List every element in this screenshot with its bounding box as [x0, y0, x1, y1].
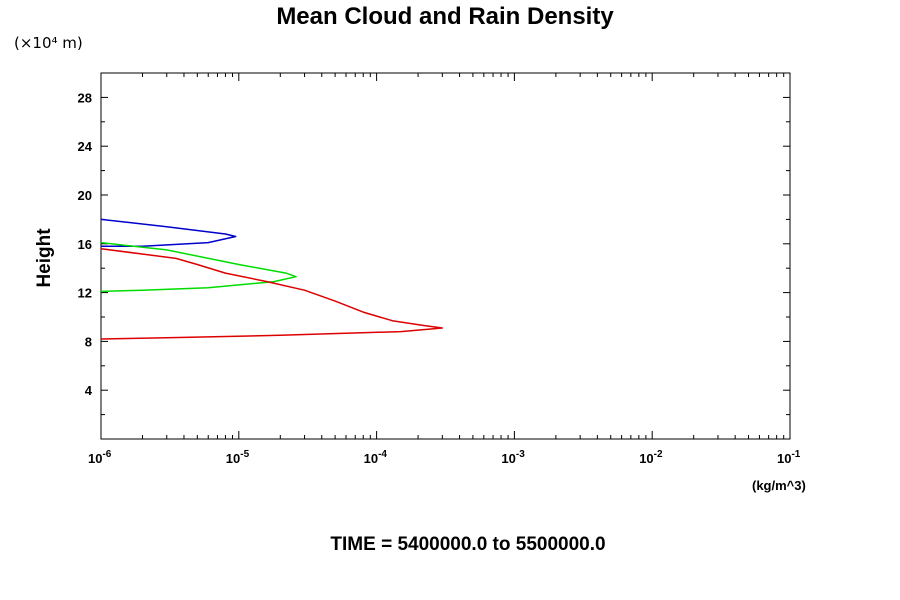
y-tick-label: 8 [85, 334, 92, 349]
y-tick-label: 16 [78, 237, 92, 252]
y-tick-label: 12 [78, 286, 92, 301]
time-range-label: TIME = 5400000.0 to 5500000.0 [330, 534, 605, 555]
x-tick-label: 10-6 [88, 449, 112, 466]
tick-labels: 4 8 12 16 20 24 28 10-6 10-5 10-4 10-3 10-2 10-1 [78, 90, 801, 466]
series-line-3 [100, 247, 444, 340]
axis-ticks [100, 73, 791, 439]
x-tick-label: 10-2 [639, 449, 663, 466]
series-line-1 [100, 218, 237, 247]
y-tick-label: 4 [85, 383, 93, 398]
y-axis-label: Height [34, 228, 55, 288]
x-tick-label: 10-5 [226, 449, 250, 466]
x-tick-label: 10-4 [364, 449, 388, 466]
x-tick-label: 10-3 [501, 449, 525, 466]
x-unit-label: (kg/m^3) [752, 478, 806, 493]
series-line-2 [100, 241, 297, 293]
series-layer [100, 218, 444, 340]
x-tick-label: 10-1 [777, 449, 801, 466]
y-tick-label: 28 [78, 90, 92, 105]
plot-frame [100, 72, 791, 440]
y-scale-note: (×10⁴ m) [14, 34, 83, 52]
y-tick-label: 24 [78, 139, 93, 154]
y-tick-label: 20 [78, 188, 92, 203]
chart-title: Mean Cloud and Rain Density [276, 3, 614, 30]
